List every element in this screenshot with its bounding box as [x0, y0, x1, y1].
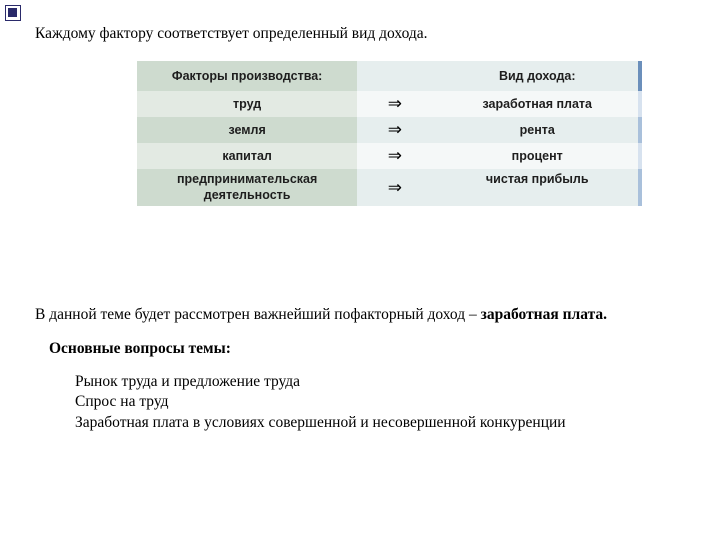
slide-bullet-icon: [4, 4, 22, 22]
question-item: Спрос на труд: [75, 392, 685, 412]
factor-income-table-wrap: Факторы производства: Вид дохода: труд ⇒…: [137, 61, 655, 206]
cell-income: процент: [432, 143, 642, 169]
intro-text: Каждому фактору соответствует определенн…: [35, 25, 685, 43]
factor-income-table: Факторы производства: Вид дохода: труд ⇒…: [137, 61, 642, 206]
cell-arrow: ⇒: [357, 117, 432, 143]
questions-label: Основные вопросы темы:: [49, 340, 685, 358]
table-header-row: Факторы производства: Вид дохода:: [137, 61, 642, 91]
header-arrow: [357, 61, 432, 91]
table-row: земля ⇒ рента: [137, 117, 642, 143]
cell-income: чистая прибыль: [432, 169, 642, 206]
cell-arrow: ⇒: [357, 169, 432, 206]
cell-income: рента: [432, 117, 642, 143]
cell-arrow: ⇒: [357, 143, 432, 169]
header-income: Вид дохода:: [432, 61, 642, 91]
header-factor: Факторы производства:: [137, 61, 357, 91]
questions-list: Рынок труда и предложение труда Спрос на…: [75, 372, 685, 432]
table-row: предпринимательская деятельность ⇒ чиста…: [137, 169, 642, 206]
cell-factor: труд: [137, 91, 357, 117]
table-row: труд ⇒ заработная плата: [137, 91, 642, 117]
question-item: Рынок труда и предложение труда: [75, 372, 685, 392]
topic-paragraph: В данной теме будет рассмотрен важнейший…: [35, 306, 685, 324]
table-row: капитал ⇒ процент: [137, 143, 642, 169]
cell-factor: капитал: [137, 143, 357, 169]
question-item: Заработная плата в условиях совершенной …: [75, 413, 685, 433]
cell-factor: предпринимательская деятельность: [137, 169, 357, 206]
cell-factor: земля: [137, 117, 357, 143]
cell-arrow: ⇒: [357, 91, 432, 117]
cell-income: заработная плата: [432, 91, 642, 117]
